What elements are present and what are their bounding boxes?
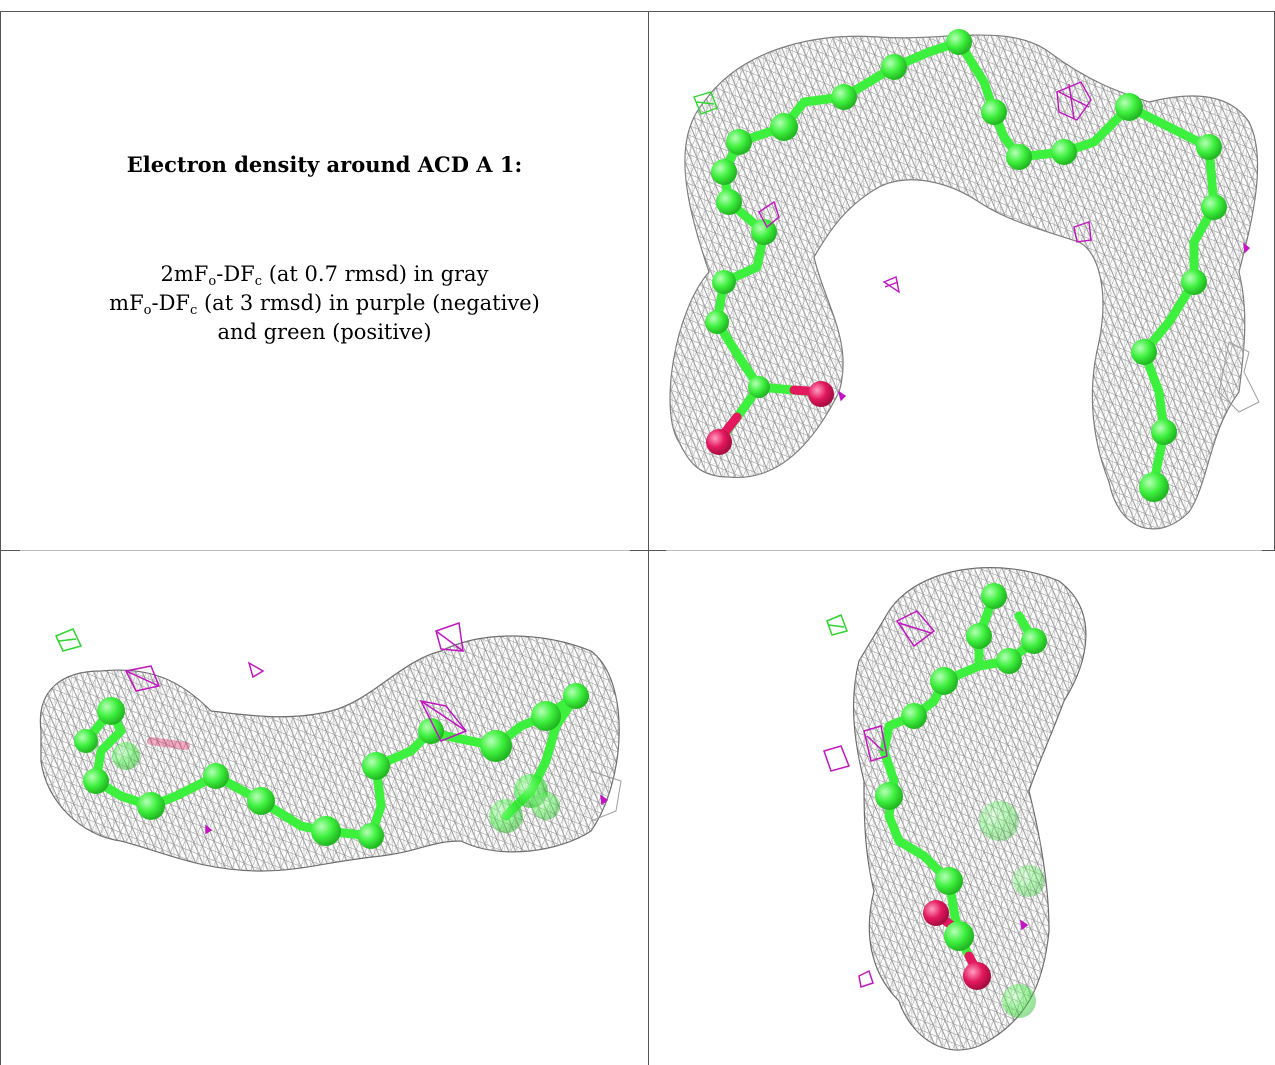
density-render-3	[823, 567, 1087, 1051]
difference-density-negative	[823, 610, 1029, 988]
difference-density-negative	[124, 621, 609, 835]
mesh-2fofc	[39, 635, 622, 872]
caption-panel: Electron density around ACD A 1: 2mFo-DF…	[1, 12, 648, 550]
mesh-2fofc	[669, 34, 1260, 530]
oxygen-atoms	[923, 900, 991, 990]
density-view-bottom-left	[1, 551, 648, 1065]
difference-density-positive	[826, 614, 848, 636]
density-view-top-right	[649, 12, 1274, 550]
divider-tick-left	[0, 550, 20, 551]
difference-density-negative	[758, 81, 1251, 402]
carbon-atoms	[875, 583, 1047, 1018]
caption-line-2fofc: 2mFo-DFc (at 0.7 rmsd) in gray	[160, 262, 489, 289]
caption-line-fofc: mFo-DFc (at 3 rmsd) in purple (negative)	[109, 291, 540, 318]
caption-title: Electron density around ACD A 1:	[126, 152, 523, 177]
density-view-bottom-right	[649, 551, 1274, 1065]
mesh-2fofc	[852, 567, 1087, 1051]
ligand-bonds	[879, 591, 1039, 961]
divider-tick-right	[1262, 550, 1275, 551]
carbon-atoms	[705, 29, 1227, 502]
difference-density-positive	[693, 91, 718, 115]
density-render-2	[39, 621, 622, 872]
table-left-border	[0, 11, 1, 1065]
caption-lines: 2mFo-DFc (at 0.7 rmsd) in gray mFo-DFc (…	[1, 260, 648, 347]
divider-tick-center	[630, 550, 666, 551]
density-render-1	[669, 29, 1260, 530]
oxygen-bonds	[147, 737, 190, 750]
table-top-border	[0, 11, 1275, 12]
caption-line-colors: and green (positive)	[217, 320, 432, 344]
table-center-divider	[648, 11, 649, 1065]
oxygen-atoms	[706, 381, 834, 455]
carbon-atoms	[74, 683, 589, 849]
difference-density-positive	[54, 628, 83, 652]
